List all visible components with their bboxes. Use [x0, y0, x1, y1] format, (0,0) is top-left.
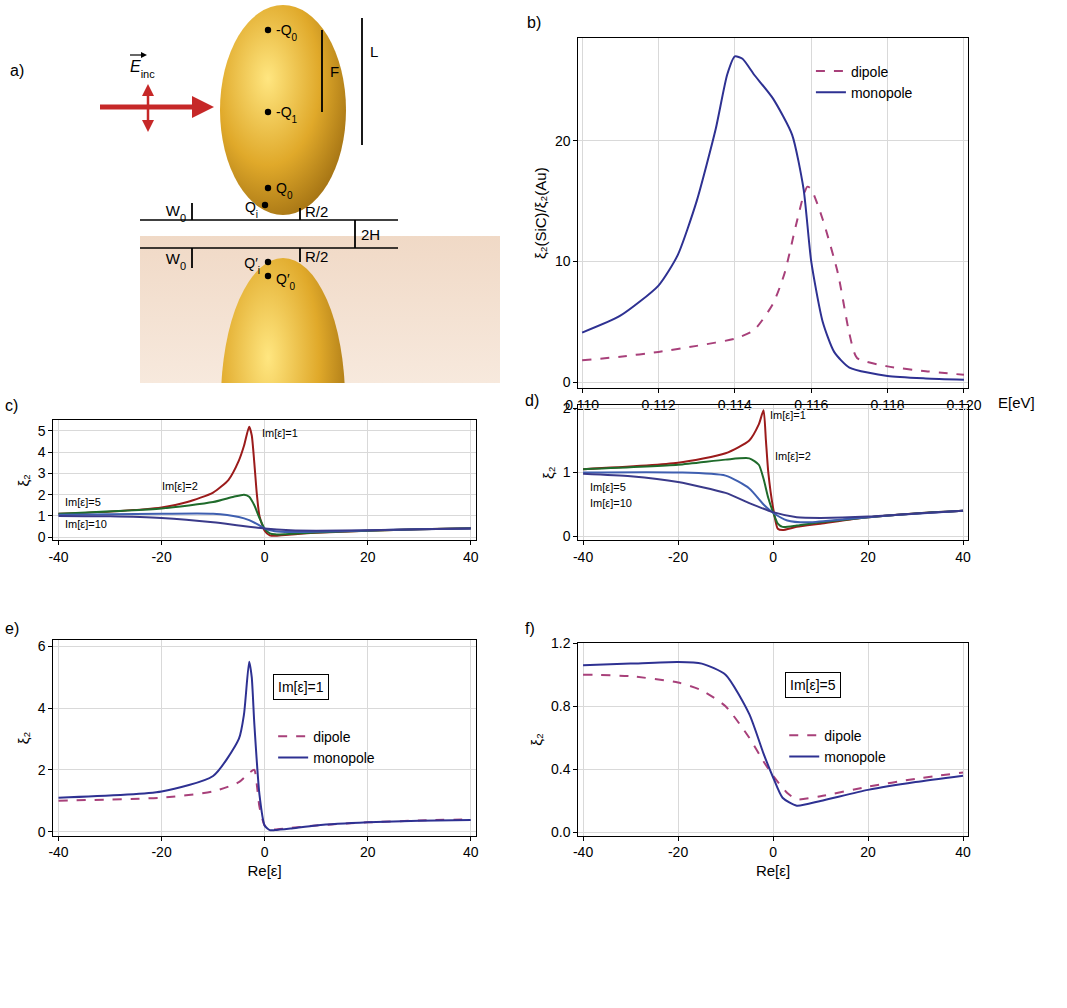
svg-text:0: 0	[769, 549, 777, 565]
svg-text:c): c)	[5, 397, 18, 414]
svg-text:-Q1: -Q1	[276, 104, 298, 125]
svg-text:Im[ε]=1: Im[ε]=1	[770, 409, 806, 421]
svg-text:R/2: R/2	[305, 203, 328, 220]
svg-text:0: 0	[38, 529, 46, 545]
svg-text:10: 10	[555, 253, 571, 269]
svg-text:4: 4	[38, 700, 46, 716]
svg-text:1: 1	[563, 464, 571, 480]
svg-text:W0: W0	[166, 202, 186, 224]
svg-text:20: 20	[360, 844, 376, 860]
svg-text:2H: 2H	[361, 226, 380, 243]
svg-text:1.2: 1.2	[551, 635, 571, 651]
svg-text:W0: W0	[166, 250, 186, 272]
svg-text:2: 2	[563, 400, 571, 416]
svg-text:5: 5	[38, 423, 46, 439]
svg-text:f): f)	[525, 620, 535, 637]
svg-text:b): b)	[527, 14, 541, 31]
svg-text:Im[ε]=2: Im[ε]=2	[162, 480, 198, 492]
svg-text:0.8: 0.8	[551, 698, 571, 714]
svg-text:0: 0	[769, 844, 777, 860]
svg-text:0: 0	[261, 549, 269, 565]
svg-text:0.114: 0.114	[718, 397, 752, 413]
svg-text:1: 1	[38, 508, 46, 524]
svg-text:0: 0	[563, 528, 571, 544]
svg-text:-40: -40	[573, 844, 593, 860]
svg-text:dipole: dipole	[851, 64, 889, 80]
svg-text:Im[ε]=10: Im[ε]=10	[590, 497, 632, 509]
svg-text:-Q0: -Q0	[276, 22, 298, 43]
svg-text:Q0: Q0	[276, 180, 293, 201]
svg-text:-20: -20	[151, 844, 171, 860]
svg-text:ξ₂: ξ₂	[540, 466, 557, 479]
svg-text:monopole: monopole	[824, 749, 886, 765]
svg-text:20: 20	[860, 549, 876, 565]
svg-text:2: 2	[38, 762, 46, 778]
svg-text:20: 20	[360, 549, 376, 565]
svg-text:dipole: dipole	[313, 729, 351, 745]
svg-text:-40: -40	[48, 549, 68, 565]
svg-text:40: 40	[955, 549, 971, 565]
svg-text:20: 20	[555, 133, 571, 149]
svg-text:Im[ε]=5: Im[ε]=5	[790, 677, 836, 693]
svg-text:Q′0: Q′0	[276, 271, 296, 292]
svg-text:0.112: 0.112	[641, 397, 675, 413]
svg-text:ξ₂: ξ₂	[528, 733, 545, 746]
svg-text:20: 20	[860, 844, 876, 860]
svg-text:-20: -20	[668, 844, 688, 860]
svg-text:6: 6	[38, 638, 46, 654]
svg-text:L: L	[370, 43, 378, 60]
svg-text:0.110: 0.110	[565, 397, 599, 413]
svg-text:F: F	[330, 63, 339, 80]
svg-text:0.118: 0.118	[871, 397, 905, 413]
svg-text:3: 3	[38, 465, 46, 481]
svg-text:0.4: 0.4	[551, 761, 571, 777]
svg-text:40: 40	[463, 549, 479, 565]
svg-text:ξ₂: ξ₂	[15, 731, 32, 744]
svg-text:-40: -40	[48, 844, 68, 860]
svg-text:0: 0	[38, 824, 46, 840]
svg-text:e): e)	[5, 620, 19, 637]
svg-text:monopole: monopole	[313, 750, 375, 766]
svg-text:Im[ε]=10: Im[ε]=10	[65, 518, 107, 530]
svg-text:-40: -40	[573, 549, 593, 565]
svg-text:Q′i: Q′i	[244, 255, 260, 276]
svg-text:monopole: monopole	[851, 85, 913, 101]
svg-text:R/2: R/2	[305, 248, 328, 265]
svg-text:Re[ε]: Re[ε]	[756, 862, 790, 879]
svg-text:dipole: dipole	[824, 728, 862, 744]
svg-text:Im[ε]=2: Im[ε]=2	[775, 450, 811, 462]
svg-text:d): d)	[525, 392, 539, 409]
svg-text:Im[ε]=5: Im[ε]=5	[65, 496, 101, 508]
svg-text:Im[ε]=5: Im[ε]=5	[590, 481, 626, 493]
svg-text:Qi: Qi	[245, 199, 258, 220]
svg-text:E[eV]: E[eV]	[998, 394, 1035, 411]
svg-text:Re[ε]: Re[ε]	[248, 862, 282, 879]
svg-text:-20: -20	[668, 549, 688, 565]
svg-text:ξ₂: ξ₂	[15, 474, 32, 487]
svg-text:0.116: 0.116	[794, 397, 828, 413]
svg-text:0.0: 0.0	[551, 824, 571, 840]
svg-text:40: 40	[463, 844, 479, 860]
svg-text:Einc: Einc	[130, 58, 155, 80]
svg-text:Im[ε]=1: Im[ε]=1	[262, 427, 298, 439]
svg-text:40: 40	[955, 844, 971, 860]
svg-text:ξ₂(SiC)/ξ₂(Au): ξ₂(SiC)/ξ₂(Au)	[532, 167, 549, 259]
svg-text:a): a)	[10, 62, 24, 79]
svg-text:-20: -20	[151, 549, 171, 565]
svg-text:4: 4	[38, 444, 46, 460]
svg-text:2: 2	[38, 487, 46, 503]
svg-text:0.120: 0.120	[946, 397, 981, 413]
svg-text:Im[ε]=1: Im[ε]=1	[278, 679, 324, 695]
svg-text:0: 0	[563, 374, 571, 390]
svg-text:0: 0	[261, 844, 269, 860]
